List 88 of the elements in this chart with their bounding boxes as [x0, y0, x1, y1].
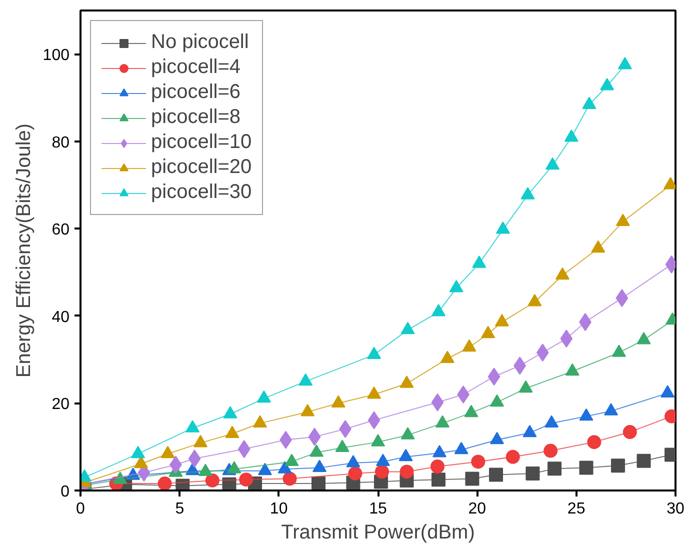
point: [494, 314, 509, 326]
legend-label: No picocell: [151, 31, 249, 54]
point: [564, 129, 578, 142]
point: [496, 222, 510, 234]
point: [544, 415, 559, 428]
x-tick-label: 30: [666, 500, 684, 518]
point: [186, 420, 200, 432]
legend-label: picocell=10: [151, 131, 252, 154]
point: [367, 346, 382, 360]
y-tick-label: 40: [52, 308, 70, 326]
point: [526, 466, 540, 480]
y-tick-label: 20: [52, 396, 70, 414]
point: [198, 464, 212, 476]
point: [227, 461, 242, 474]
point: [113, 472, 128, 484]
point: [565, 363, 580, 376]
point: [398, 448, 413, 462]
x-axis-title: Transmit Power(dBm): [281, 522, 475, 544]
point: [432, 444, 446, 458]
point: [440, 350, 454, 363]
point: [490, 394, 504, 407]
point: [400, 427, 415, 440]
point: [464, 404, 478, 418]
point: [371, 434, 385, 446]
point: [223, 406, 238, 418]
point: [660, 385, 675, 398]
legend-label: picocell=6: [151, 81, 241, 104]
legend-label: picocell=8: [151, 106, 241, 129]
point: [604, 403, 618, 416]
point: [518, 380, 533, 393]
y-tick-label: 80: [52, 134, 70, 152]
x-tick-label: 20: [468, 500, 486, 518]
point: [449, 280, 464, 292]
point: [616, 214, 630, 226]
legend-label: picocell=20: [151, 156, 252, 179]
point: [612, 344, 626, 357]
point: [582, 96, 596, 110]
point: [252, 415, 267, 428]
point: [462, 339, 476, 352]
point: [454, 442, 468, 454]
point: [431, 304, 446, 316]
point: [528, 294, 542, 306]
point: [300, 404, 315, 416]
x-tick-label: 25: [567, 500, 586, 518]
point: [335, 440, 350, 452]
legend-label: picocell=30: [151, 181, 252, 204]
point: [348, 466, 362, 480]
point: [256, 390, 271, 403]
point: [520, 187, 535, 200]
point: [636, 332, 651, 344]
point: [400, 322, 415, 334]
point: [600, 78, 614, 90]
point: [225, 426, 240, 438]
point: [258, 462, 272, 476]
legend-label: picocell=4: [151, 56, 241, 79]
point: [331, 395, 346, 408]
point: [312, 460, 326, 472]
point: [472, 256, 486, 268]
y-tick-label: 60: [52, 222, 70, 239]
point: [400, 376, 414, 388]
point: [278, 461, 292, 474]
point: [546, 157, 560, 170]
point: [376, 454, 390, 466]
point: [131, 446, 146, 458]
y-axis-title: Energy Efficiency(Bits/Joule): [12, 123, 35, 378]
point: [522, 424, 537, 438]
x-tick-label: 10: [270, 500, 288, 518]
y-tick-label: 100: [42, 47, 70, 64]
point: [310, 444, 324, 457]
point: [618, 57, 632, 70]
x-tick-label: 15: [369, 500, 387, 518]
point: [490, 432, 504, 444]
point: [579, 408, 594, 421]
point: [506, 450, 520, 464]
point: [160, 446, 175, 458]
point: [284, 454, 299, 466]
y-tick-label: 0: [60, 484, 70, 500]
point: [435, 415, 450, 428]
point: [591, 240, 606, 253]
point: [298, 373, 313, 386]
x-tick-label: 0: [76, 500, 86, 518]
point: [555, 267, 570, 280]
point: [205, 473, 220, 488]
x-tick-label: 5: [175, 500, 184, 518]
point: [193, 434, 208, 448]
point: [346, 455, 360, 468]
point: [481, 326, 496, 338]
point: [367, 386, 382, 399]
